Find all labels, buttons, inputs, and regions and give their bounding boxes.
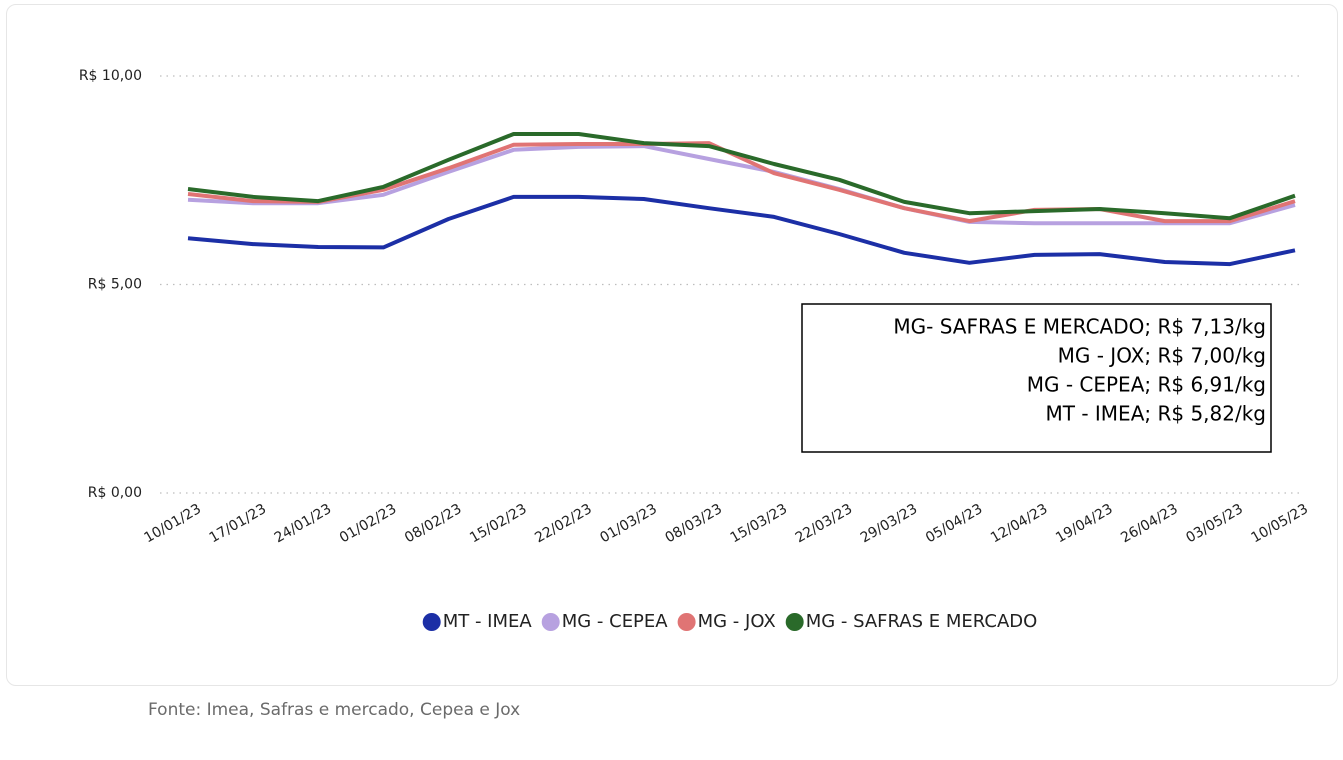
legend-marker — [785, 613, 804, 631]
x-tick-label: 01/03/23 — [597, 501, 659, 546]
x-tick-label: 22/03/23 — [793, 501, 855, 546]
x-tick-label: 10/05/23 — [1249, 501, 1311, 546]
annotation: MT - IMEA; R$ 5,82/kg — [1046, 402, 1267, 426]
annotation: MG - JOX; R$ 7,00/kg — [1058, 344, 1266, 368]
x-tick-label: 05/04/23 — [923, 501, 985, 546]
x-tick-label: 29/03/23 — [858, 501, 920, 546]
legend-label: MG - CEPEA — [562, 611, 669, 632]
legend-marker — [422, 613, 441, 631]
chart: R$ 0,00 R$ 5,00 R$ 10,00 10/01/23 17/01/23 24… — [79, 68, 1311, 632]
legend-label: MT - IMEA — [443, 611, 533, 632]
x-tick-label: 01/02/23 — [337, 501, 399, 546]
x-tick-label: 08/03/23 — [662, 501, 724, 546]
x-tick-label: 10/01/23 — [142, 501, 204, 546]
x-tick-label: 22/02/23 — [532, 501, 594, 546]
annotation: MG - CEPEA; R$ 6,91/kg — [1027, 373, 1266, 397]
x-tick-label: 12/04/23 — [988, 501, 1050, 546]
y-tick-label: R$ 10,00 — [79, 68, 142, 84]
series-line — [187, 194, 1296, 267]
legend: MT - IMEA MG - CEPEA MG - JOX MG - SAFRAS E… — [422, 611, 1038, 632]
x-tick-label: 17/01/23 — [207, 501, 269, 546]
x-tick-label: 08/02/23 — [402, 501, 464, 546]
annotation-box — [801, 303, 1272, 453]
series-line — [187, 144, 1296, 226]
x-tick-label: 26/04/23 — [1118, 501, 1180, 546]
y-tick-label: R$ 5,00 — [88, 277, 142, 293]
y-tick-label: R$ 0,00 — [88, 485, 142, 501]
x-tick-label: 24/01/23 — [272, 501, 334, 546]
x-tick-label: 19/04/23 — [1053, 501, 1115, 546]
x-tick-label: 15/02/23 — [467, 501, 529, 546]
legend-label: MG - JOX — [698, 611, 776, 632]
source: Fonte: Imea, Safras e mercado, Cepea e J… — [148, 700, 521, 720]
series-line — [187, 132, 1296, 221]
x-tick-label: 15/03/23 — [728, 501, 790, 546]
legend-marker — [541, 613, 560, 631]
x-tick-label: 03/05/23 — [1183, 501, 1245, 546]
legend-label: MG - SAFRAS E MERCADO — [806, 611, 1038, 632]
annotation: MG- SAFRAS E MERCADO; R$ 7,13/kg — [893, 315, 1266, 339]
legend-marker — [677, 613, 696, 631]
